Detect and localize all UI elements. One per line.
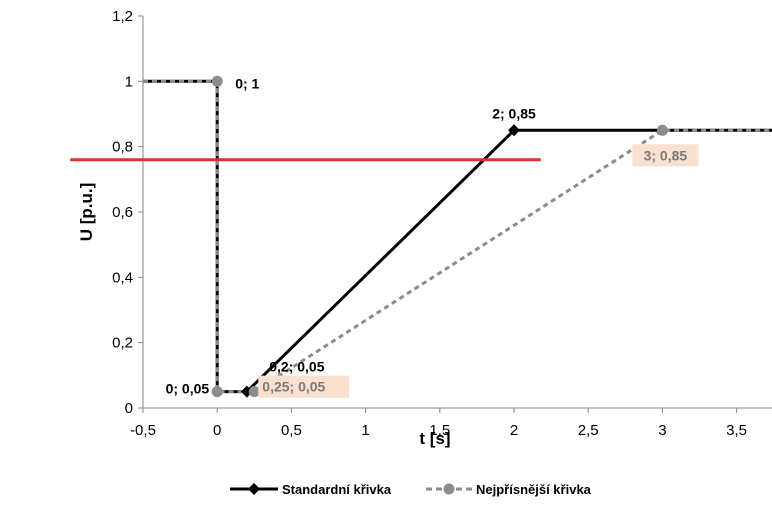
y-tick-label: 0,8 bbox=[112, 139, 133, 156]
legend-label-standard: Standardní křivka bbox=[282, 482, 392, 497]
x-tick-label: 1,5 bbox=[429, 422, 450, 439]
data-label: 3; 0,85 bbox=[644, 147, 688, 163]
data-label: 0,2; 0,05 bbox=[269, 359, 324, 375]
legend-circle-marker bbox=[443, 483, 455, 495]
legend-label-strictest: Nejpřísnější křivka bbox=[476, 482, 592, 497]
axes: 0 0,2 0,4 0,6 0,8 1 1,2 -0,5 0 0,5 1 1,5 2 2,5 3 3,5 bbox=[112, 8, 772, 439]
x-tick-label: 1 bbox=[361, 422, 369, 439]
annotation-highlight-bg bbox=[258, 375, 350, 398]
data-label: 0; 1 bbox=[235, 75, 259, 91]
series-line-strictest bbox=[143, 79, 772, 394]
y-tick-label: 0,4 bbox=[112, 269, 133, 286]
x-tick-label: 3,5 bbox=[726, 422, 747, 439]
legend-diamond-marker bbox=[248, 483, 260, 495]
data-label: 0; 0,05 bbox=[166, 381, 210, 397]
y-tick-label: 0 bbox=[125, 400, 133, 417]
series-line-standard bbox=[143, 79, 772, 394]
x-tick-label: 2,5 bbox=[578, 422, 599, 439]
y-tick-label: 1 bbox=[125, 73, 133, 90]
circle-marker bbox=[656, 124, 668, 136]
x-tick-label: -0,5 bbox=[130, 422, 156, 439]
series-group bbox=[143, 75, 772, 398]
x-axis-title: t [s] bbox=[419, 429, 450, 448]
diamond-marker bbox=[508, 124, 520, 137]
data-label: 0,25; 0,05 bbox=[262, 379, 325, 395]
circle-marker bbox=[211, 386, 223, 398]
y-tick-label: 0,2 bbox=[112, 335, 133, 352]
x-tick-label: 0 bbox=[213, 422, 221, 439]
x-tick-label: 2 bbox=[510, 422, 518, 439]
legend: Standardní křivka Nejpřísnější křivka bbox=[230, 482, 592, 497]
y-tick-label: 0,6 bbox=[112, 204, 133, 221]
y-axis-title: U [p.u.] bbox=[77, 183, 96, 242]
circle-marker bbox=[248, 386, 260, 398]
x-tick-label: 3 bbox=[658, 422, 666, 439]
annotations: 0; 1 0; 0,05 0,2; 0,05 0,25; 0,05 2; 0,85 3; … bbox=[70, 75, 699, 398]
x-tick-label: 0,5 bbox=[281, 422, 302, 439]
data-label: 2; 0,85 bbox=[492, 105, 536, 121]
y-tick-label: 1,2 bbox=[112, 8, 133, 25]
circle-marker bbox=[211, 75, 223, 87]
annotation-highlight-bg bbox=[632, 144, 699, 167]
